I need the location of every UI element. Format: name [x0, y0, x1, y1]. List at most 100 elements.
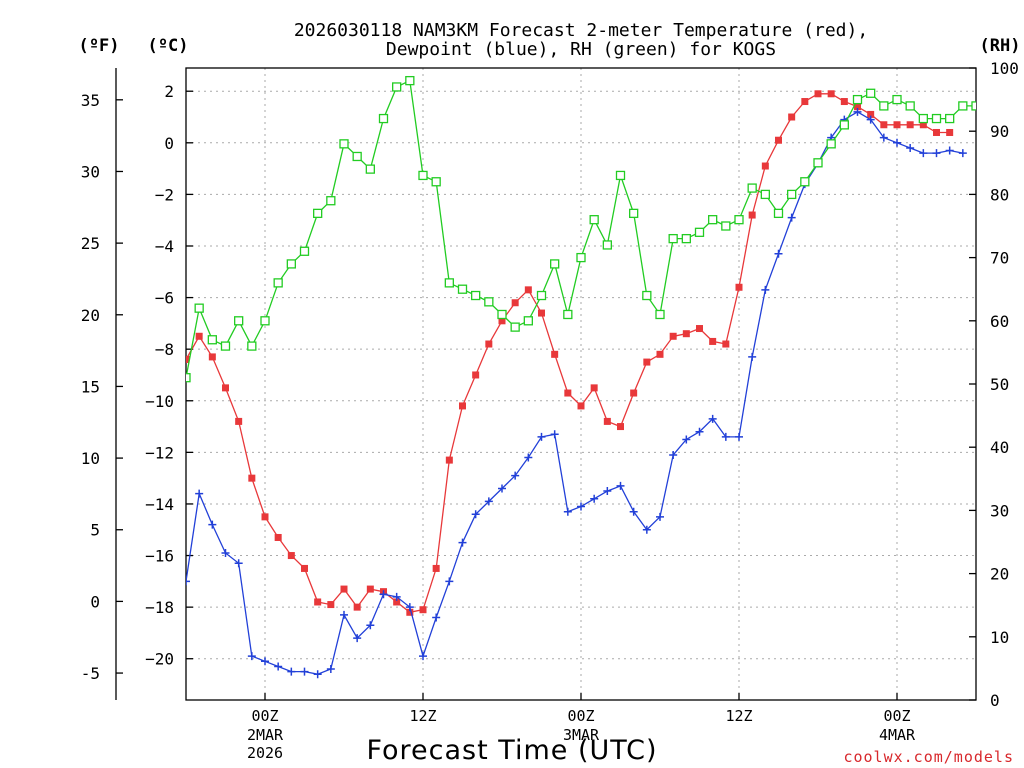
rh-point — [418, 170, 428, 181]
temperature-point — [893, 121, 901, 129]
temperature-point — [248, 474, 256, 482]
rh-point — [326, 196, 336, 206]
temperature-point — [669, 332, 677, 340]
temperature-point — [656, 350, 664, 358]
rh-point — [839, 120, 849, 130]
celsius-tick-label: 2 — [164, 82, 174, 101]
rh-point — [708, 215, 718, 225]
dewpoint-point — [603, 487, 612, 496]
temperature-point — [867, 110, 875, 118]
temperature-point — [709, 337, 717, 345]
dewpoint-series — [186, 107, 967, 679]
dewpoint-point — [958, 149, 967, 158]
temperature-point — [222, 384, 229, 392]
celsius-tick-label: −12 — [145, 443, 174, 462]
dewpoint-point — [748, 352, 757, 361]
dewpoint-point — [550, 430, 559, 439]
rh-point — [655, 309, 665, 320]
temperature-point — [235, 417, 243, 425]
temperature-point — [643, 358, 651, 366]
dewpoint-point — [524, 453, 533, 462]
temperature-point — [314, 598, 322, 606]
dewpoint-point — [340, 610, 348, 619]
rh-point — [405, 75, 415, 86]
temperature-point — [195, 332, 203, 340]
rh-point — [971, 101, 976, 111]
celsius-tick-label: −20 — [145, 650, 174, 669]
temperature-point — [577, 402, 585, 410]
rh-point — [734, 215, 744, 225]
dewpoint-point — [721, 432, 730, 441]
data-series — [186, 75, 976, 679]
temperature-point — [261, 513, 269, 521]
temperature-point — [722, 340, 730, 348]
celsius-tick-label: −14 — [145, 495, 174, 514]
temperature-point — [393, 598, 401, 606]
rh-point — [186, 373, 191, 383]
rh-tick-label: 70 — [990, 249, 1009, 268]
temperature-point — [432, 564, 440, 572]
dewpoint-point — [326, 665, 335, 674]
dewpoint-point — [405, 603, 414, 612]
rh-point — [194, 303, 204, 313]
rh-tick-label: 30 — [990, 501, 1009, 520]
temperature-point — [419, 606, 427, 614]
rh-point — [629, 208, 639, 219]
rh-tick-label: 90 — [990, 122, 1009, 141]
temperature-point — [590, 384, 598, 392]
fahrenheit-tick-label: 0 — [90, 592, 100, 611]
x-tick-label: 00Z — [251, 707, 278, 725]
rh-point — [852, 94, 863, 105]
rh-tick-label: 60 — [990, 312, 1009, 331]
dewpoint-point — [616, 481, 625, 490]
rh-point — [207, 335, 217, 345]
temperature-point — [854, 103, 861, 111]
dewpoint-point — [379, 590, 388, 599]
dewpoint-point — [471, 510, 480, 519]
rh-point — [589, 215, 599, 225]
celsius-unit-label: (ºC) — [148, 36, 189, 56]
dewpoint-point — [484, 497, 493, 506]
dewpoint-point — [919, 149, 928, 158]
temperature-point — [208, 353, 216, 361]
rh-point — [576, 252, 586, 263]
fahrenheit-tick-label: 30 — [81, 162, 100, 181]
rh-point — [247, 341, 257, 351]
temperature-point — [287, 552, 295, 560]
rh-point — [260, 316, 270, 326]
dewpoint-point — [669, 450, 678, 459]
fahrenheit-tick-label: 10 — [81, 449, 100, 468]
rh-point — [444, 278, 454, 288]
dewpoint-point — [866, 115, 875, 124]
rh-point — [800, 177, 810, 187]
temperature-point — [761, 162, 769, 170]
dewpoint-point — [563, 507, 572, 516]
temperature-point — [696, 325, 703, 333]
temperature-point — [788, 113, 796, 121]
rh-point — [392, 82, 402, 92]
celsius-tick-label: −4 — [155, 237, 174, 256]
dewpoint-point — [432, 613, 441, 622]
rh-point — [879, 101, 889, 111]
temperature-point — [551, 350, 559, 358]
dewpoint-point — [735, 432, 743, 441]
rh-point — [313, 208, 323, 219]
rh-unit-label: (RH) — [980, 36, 1021, 56]
fahrenheit-tick-label: 25 — [81, 234, 100, 253]
temperature-point — [775, 136, 782, 144]
dewpoint-point — [247, 652, 256, 661]
rh-point — [866, 88, 876, 98]
celsius-tick-label: −10 — [145, 392, 174, 411]
rh-tick-label: 40 — [990, 438, 1009, 457]
rh-tick-label: 0 — [990, 691, 1000, 710]
dewpoint-point — [458, 538, 467, 547]
dewpoint-point — [853, 107, 862, 116]
rh-tick-label: 10 — [990, 628, 1009, 647]
dewpoint-point — [879, 133, 888, 142]
celsius-tick-label: −18 — [145, 598, 174, 617]
rh-tick-label: 100 — [990, 59, 1019, 78]
dewpoint-point — [313, 670, 322, 679]
rh-point — [471, 290, 481, 301]
temperature-point — [748, 211, 756, 219]
temperature-point — [353, 603, 361, 611]
